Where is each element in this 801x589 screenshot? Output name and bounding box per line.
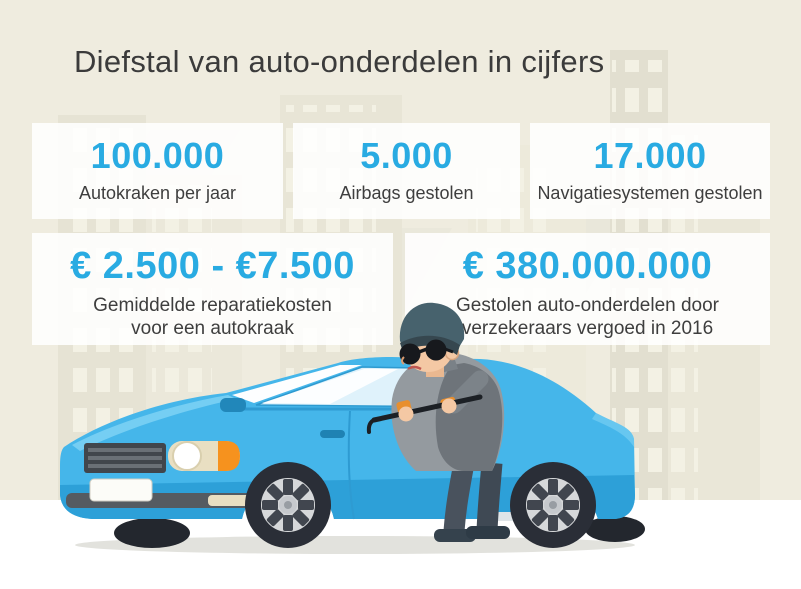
stat-label: Airbags gestolen (339, 183, 474, 203)
stat-value: 5.000 (360, 135, 453, 176)
stat-value: 100.000 (90, 135, 225, 176)
stat-card-autokraken: 100.000 Autokraken per jaar (32, 123, 283, 219)
stat-label: Navigatiesystemen gestolen (537, 183, 763, 203)
shoe (466, 526, 510, 539)
stat-label: Autokraken per jaar (78, 183, 237, 203)
stat-value: € 380.000.000 (462, 245, 713, 287)
ground-shadow (75, 536, 635, 554)
shoe (434, 529, 476, 542)
stat-card-navigatie: 17.000 Navigatiesystemen gestolen (530, 123, 770, 219)
stat-card-reparatiekosten: € 2.500 - €7.500 Gemiddelde reparatiekos… (32, 233, 393, 345)
stat-card-airbags: 5.000 Airbags gestolen (293, 123, 520, 219)
page-title: Diefstal van auto-onderdelen in cijfers (74, 44, 605, 79)
stat-value: 17.000 (593, 135, 707, 176)
stat-label: Gemiddelde reparatiekosten voor een auto… (93, 295, 332, 339)
stat-value: € 2.500 - €7.500 (70, 245, 355, 287)
stat-label: Gestolen auto-onderdelen door verzekeraa… (455, 295, 720, 339)
stat-card-vergoed: € 380.000.000 Gestolen auto-onderdelen d… (405, 233, 770, 345)
